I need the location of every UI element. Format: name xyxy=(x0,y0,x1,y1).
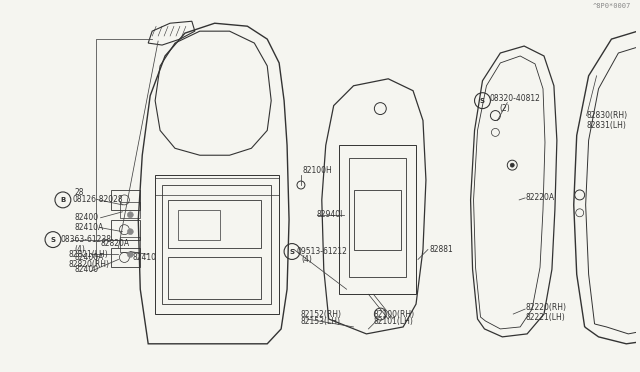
Text: (4): (4) xyxy=(75,245,86,254)
Text: 82220(RH): 82220(RH) xyxy=(525,302,566,312)
Text: 82101(LH): 82101(LH) xyxy=(373,317,413,327)
Text: 82410A: 82410A xyxy=(75,223,104,232)
Text: ^8P0*0007: ^8P0*0007 xyxy=(593,3,631,9)
Text: 82820(RH): 82820(RH) xyxy=(69,260,110,269)
Text: 82410: 82410 xyxy=(132,253,156,262)
Text: S: S xyxy=(289,248,294,254)
Text: 82881: 82881 xyxy=(430,245,454,254)
Text: 82831(LH): 82831(LH) xyxy=(587,121,627,130)
Circle shape xyxy=(127,251,133,257)
Circle shape xyxy=(510,163,514,167)
Text: 82400: 82400 xyxy=(75,213,99,222)
Text: 82820A: 82820A xyxy=(100,239,130,248)
Text: 82940I: 82940I xyxy=(317,210,343,219)
Circle shape xyxy=(127,212,133,218)
Text: 82400: 82400 xyxy=(75,265,99,274)
Text: (2): (2) xyxy=(499,104,510,113)
Text: (4): (4) xyxy=(301,255,312,264)
Text: 82221(LH): 82221(LH) xyxy=(525,312,565,321)
Text: 82153(LH): 82153(LH) xyxy=(301,317,341,327)
Text: 28: 28 xyxy=(75,189,84,198)
Text: S: S xyxy=(51,237,56,243)
Text: 82100(RH): 82100(RH) xyxy=(373,310,415,318)
Text: 82830(RH): 82830(RH) xyxy=(587,111,628,120)
Text: 09513-61212: 09513-61212 xyxy=(297,247,348,256)
Text: 82220A: 82220A xyxy=(525,193,554,202)
Text: 82100H: 82100H xyxy=(303,166,333,174)
Text: 82821(LH): 82821(LH) xyxy=(69,250,109,259)
Text: 82152(RH): 82152(RH) xyxy=(301,310,342,318)
Text: S: S xyxy=(480,97,485,104)
Circle shape xyxy=(127,229,133,235)
Text: 08320-40812: 08320-40812 xyxy=(490,94,540,103)
Text: 08126-82028: 08126-82028 xyxy=(73,195,124,204)
Text: 82400A: 82400A xyxy=(75,253,104,262)
Text: 08363-61238: 08363-61238 xyxy=(61,235,112,244)
Text: B: B xyxy=(60,197,65,203)
